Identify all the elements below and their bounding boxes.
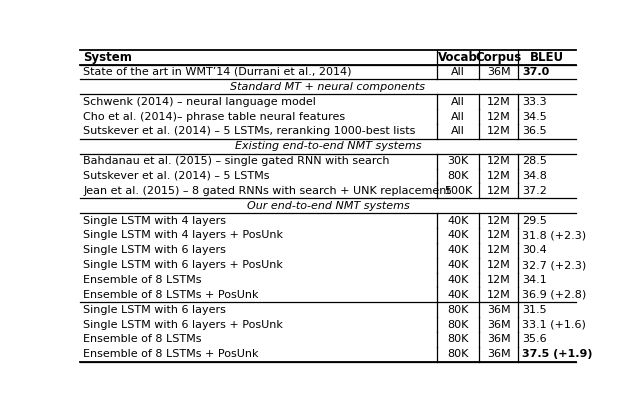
Text: 80K: 80K: [447, 305, 469, 315]
Text: 500K: 500K: [444, 186, 472, 196]
Text: 40K: 40K: [447, 216, 469, 225]
Text: 12M: 12M: [487, 126, 511, 137]
Text: Our end-to-end NMT systems: Our end-to-end NMT systems: [246, 201, 410, 211]
Text: 40K: 40K: [447, 275, 469, 285]
Text: 12M: 12M: [487, 230, 511, 240]
Text: All: All: [451, 112, 465, 121]
Text: 80K: 80K: [447, 319, 469, 330]
Text: 37.0: 37.0: [522, 67, 549, 77]
Text: Bahdanau et al. (2015) – single gated RNN with search: Bahdanau et al. (2015) – single gated RN…: [83, 156, 390, 166]
Text: 33.1 (+1.6): 33.1 (+1.6): [522, 319, 586, 330]
Text: 36.9 (+2.8): 36.9 (+2.8): [522, 290, 586, 300]
Text: 35.6: 35.6: [522, 335, 547, 344]
Text: 12M: 12M: [487, 216, 511, 225]
Text: Jean et al. (2015) – 8 gated RNNs with search + UNK replacement: Jean et al. (2015) – 8 gated RNNs with s…: [83, 186, 451, 196]
Text: Single LSTM with 4 layers + PosUnk: Single LSTM with 4 layers + PosUnk: [83, 230, 284, 240]
Text: 28.5: 28.5: [522, 156, 547, 166]
Text: 36M: 36M: [487, 67, 511, 77]
Text: 32.7 (+2.3): 32.7 (+2.3): [522, 260, 586, 270]
Text: 34.5: 34.5: [522, 112, 547, 121]
Text: 36M: 36M: [487, 349, 511, 359]
Text: 12M: 12M: [487, 186, 511, 196]
Text: 12M: 12M: [487, 112, 511, 121]
Text: Single LSTM with 6 layers + PosUnk: Single LSTM with 6 layers + PosUnk: [83, 260, 284, 270]
Text: Existing end-to-end NMT systems: Existing end-to-end NMT systems: [235, 141, 421, 151]
Text: State of the art in WMT’14 (Durrani et al., 2014): State of the art in WMT’14 (Durrani et a…: [83, 67, 352, 77]
Text: Sutskever et al. (2014) – 5 LSTMs, reranking 1000-best lists: Sutskever et al. (2014) – 5 LSTMs, reran…: [83, 126, 416, 137]
Text: 12M: 12M: [487, 97, 511, 107]
Text: 12M: 12M: [487, 245, 511, 255]
Text: 33.3: 33.3: [522, 97, 547, 107]
Text: 80K: 80K: [447, 171, 469, 181]
Text: 80K: 80K: [447, 349, 469, 359]
Text: BLEU: BLEU: [530, 51, 564, 64]
Text: 36M: 36M: [487, 335, 511, 344]
Text: Cho et al. (2014)– phrase table neural features: Cho et al. (2014)– phrase table neural f…: [83, 112, 346, 121]
Text: Schwenk (2014) – neural language model: Schwenk (2014) – neural language model: [83, 97, 316, 107]
Text: 40K: 40K: [447, 245, 469, 255]
Text: All: All: [451, 97, 465, 107]
Text: Single LSTM with 6 layers: Single LSTM with 6 layers: [83, 245, 227, 255]
Text: Ensemble of 8 LSTMs + PosUnk: Ensemble of 8 LSTMs + PosUnk: [83, 349, 259, 359]
Text: 30.4: 30.4: [522, 245, 547, 255]
Text: All: All: [451, 67, 465, 77]
Text: Single LSTM with 6 layers: Single LSTM with 6 layers: [83, 305, 227, 315]
Text: 12M: 12M: [487, 171, 511, 181]
Text: 34.8: 34.8: [522, 171, 547, 181]
Text: Vocab: Vocab: [438, 51, 478, 64]
Text: 12M: 12M: [487, 156, 511, 166]
Text: 37.5 (+1.9): 37.5 (+1.9): [522, 349, 593, 359]
Text: Standard MT + neural components: Standard MT + neural components: [230, 82, 426, 92]
Text: Single LSTM with 6 layers + PosUnk: Single LSTM with 6 layers + PosUnk: [83, 319, 284, 330]
Text: Ensemble of 8 LSTMs + PosUnk: Ensemble of 8 LSTMs + PosUnk: [83, 290, 259, 300]
Text: Corpus: Corpus: [476, 51, 522, 64]
Text: 12M: 12M: [487, 290, 511, 300]
Text: 34.1: 34.1: [522, 275, 547, 285]
Text: 29.5: 29.5: [522, 216, 547, 225]
Text: 12M: 12M: [487, 260, 511, 270]
Text: Ensemble of 8 LSTMs: Ensemble of 8 LSTMs: [83, 335, 202, 344]
Text: 30K: 30K: [447, 156, 469, 166]
Text: Ensemble of 8 LSTMs: Ensemble of 8 LSTMs: [83, 275, 202, 285]
Text: 40K: 40K: [447, 260, 469, 270]
Text: 36M: 36M: [487, 319, 511, 330]
Text: System: System: [83, 51, 132, 64]
Text: 31.8 (+2.3): 31.8 (+2.3): [522, 230, 586, 240]
Text: 37.2: 37.2: [522, 186, 547, 196]
Text: 40K: 40K: [447, 290, 469, 300]
Text: 40K: 40K: [447, 230, 469, 240]
Text: 36.5: 36.5: [522, 126, 547, 137]
Text: Single LSTM with 4 layers: Single LSTM with 4 layers: [83, 216, 227, 225]
Text: 31.5: 31.5: [522, 305, 547, 315]
Text: All: All: [451, 126, 465, 137]
Text: 80K: 80K: [447, 335, 469, 344]
Text: 12M: 12M: [487, 275, 511, 285]
Text: Sutskever et al. (2014) – 5 LSTMs: Sutskever et al. (2014) – 5 LSTMs: [83, 171, 270, 181]
Text: 36M: 36M: [487, 305, 511, 315]
